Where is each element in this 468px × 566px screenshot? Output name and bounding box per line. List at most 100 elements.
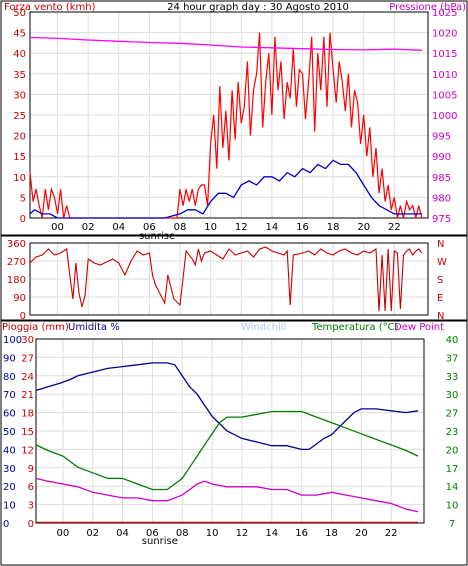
- pressure-y-tick-label: 1010: [432, 70, 457, 81]
- avg_wind-line: [29, 159, 422, 219]
- temperature-y-tick-label: 30: [446, 390, 459, 401]
- rain-y-tick-label: 0: [28, 519, 34, 530]
- temperature-y-ticks: 7 10 14 17 20 23 27 30 33 37 40: [446, 335, 459, 530]
- pressure-line: [29, 36, 422, 51]
- wind-x-tick-label: 04: [112, 222, 125, 233]
- wind-y-tick-label: 10: [13, 173, 26, 184]
- direction-panel-frame: [0, 235, 468, 321]
- humidity-x-tick-label: 06: [146, 528, 159, 539]
- gust-line: [29, 32, 423, 219]
- humidity-y-tick-label: 0: [3, 519, 9, 530]
- humidity-panel-grid: [36, 338, 424, 524]
- pressure-y-tick-label: 980: [432, 193, 451, 204]
- pressure-y-tick-label: 990: [432, 152, 451, 163]
- humidity-y-tick-label: 80: [3, 372, 16, 383]
- humidity-y-tick-label: 20: [3, 482, 16, 493]
- temperature-y-tick-label: 10: [446, 501, 459, 512]
- direction-series: [29, 246, 423, 312]
- humidity-x-ticks: 00 02 04 06 08 10 12 14 16 18 20 22: [56, 528, 397, 539]
- humidity-y-tick-label: 100: [3, 335, 22, 346]
- compass-label: N: [437, 311, 444, 322]
- humidity-x-tick-label: 12: [236, 528, 249, 539]
- wind-y-tick-label: 45: [13, 29, 26, 40]
- wind-y-tick-label: 40: [13, 49, 26, 60]
- wind-axis-label: Forza vento (kmh): [4, 2, 96, 13]
- rain-y-tick-label: 6: [28, 482, 34, 493]
- wind-y-tick-label: 50: [13, 8, 26, 19]
- direction-panel-grid: [30, 242, 428, 316]
- wind-y-ticks: 0 5 10 15 20 25 30 35 40 45 50: [13, 8, 26, 225]
- wind-x-tick-label: 08: [174, 222, 187, 233]
- temperature-line: [35, 410, 419, 491]
- pressure-y-tick-label: 1020: [432, 29, 457, 40]
- temperature-y-tick-label: 33: [446, 372, 459, 383]
- pressure-y-tick-label: 975: [432, 214, 451, 225]
- rain-y-tick-label: 27: [21, 353, 34, 364]
- humidity-y-tick-label: 90: [3, 353, 16, 364]
- humidity-temp-panel-frame: [0, 320, 468, 566]
- compass-label: N: [437, 239, 444, 250]
- humidity-x-tick-label: 10: [206, 528, 219, 539]
- temperature-y-tick-label: 7: [449, 519, 455, 530]
- temperature-y-tick-label: 37: [446, 353, 459, 364]
- rain-y-tick-label: 3: [28, 501, 34, 512]
- wind-x-tick-label: 02: [82, 222, 95, 233]
- direction-y-tick-label: 90: [13, 293, 26, 304]
- wind-panel-grid: [30, 11, 428, 219]
- humidity-y-tick-label: 40: [3, 445, 16, 456]
- rain-y-tick-label: 15: [21, 427, 34, 438]
- compass-label: S: [437, 275, 443, 286]
- wind-direction-line: [29, 246, 423, 312]
- rain-y-tick-label: 9: [28, 464, 34, 475]
- humidity-x-tick-label: 18: [325, 528, 338, 539]
- temperature-y-tick-label: 27: [446, 409, 459, 420]
- rain-y-tick-label: 18: [21, 409, 34, 420]
- pressure-y-tick-label: 995: [432, 132, 451, 143]
- humidity-x-tick-label: 04: [116, 528, 129, 539]
- temperature-y-tick-label: 20: [446, 445, 459, 456]
- wind-y-tick-label: 30: [13, 90, 26, 101]
- pressure-y-tick-label: 1015: [432, 49, 457, 60]
- pressure-y-tick-label: 1000: [432, 111, 457, 122]
- wind-series: [29, 32, 423, 219]
- wind-y-tick-label: 25: [13, 111, 26, 122]
- humidity-y-tick-label: 60: [3, 409, 16, 420]
- humidity-y-ticks: 0 10 20 30 40 50 60 70 80 90 100: [3, 335, 22, 530]
- pressure-y-tick-label: 1025: [432, 8, 457, 19]
- humidity-line: [35, 362, 419, 451]
- direction-y-ticks: 0 90 180 270 360: [7, 239, 26, 322]
- wind-y-tick-label: 20: [13, 132, 26, 143]
- sunrise-label-bottom: sunrise: [142, 536, 178, 547]
- wind-x-tick-label: 12: [235, 222, 248, 233]
- wind-x-tick-label: 00: [51, 222, 64, 233]
- pressure-y-ticks: 975 980 985 990 995 1000 1005 1010 1015 1020 1025: [432, 8, 457, 225]
- rain-y-tick-label: 30: [21, 335, 34, 346]
- rain-y-tick-label: 12: [21, 445, 34, 456]
- compass-label: E: [437, 293, 443, 304]
- compass-label: W: [437, 257, 447, 268]
- wind-x-tick-label: 10: [204, 222, 217, 233]
- legend-rain: Pioggia (mm): [2, 322, 69, 333]
- direction-y-tick-label: 270: [7, 257, 26, 268]
- temperature-y-tick-label: 23: [446, 427, 459, 438]
- direction-y-tick-label: 360: [7, 239, 26, 250]
- pressure-y-tick-label: 985: [432, 173, 451, 184]
- wind-x-tick-label: 18: [327, 222, 340, 233]
- wind-y-tick-label: 15: [13, 152, 26, 163]
- humidity-x-tick-label: 00: [56, 528, 69, 539]
- legend-humidity: Umidita %: [68, 322, 120, 333]
- humidity-y-tick-label: 70: [3, 390, 16, 401]
- legend-dew-point: Dew Point: [394, 322, 444, 333]
- humidity-y-tick-label: 30: [3, 464, 16, 475]
- direction-plot-area: [29, 242, 429, 316]
- humidity-x-tick-label: 14: [265, 528, 278, 539]
- humidity-x-tick-label: 22: [385, 528, 398, 539]
- wind-panel-frame: [0, 0, 468, 236]
- wind-x-tick-label: 06: [143, 222, 156, 233]
- direction-y-tick-label: 0: [20, 311, 26, 322]
- wind-x-ticks: 00 02 04 06 08 10 12 14 16 18 20 22: [51, 222, 401, 233]
- graph-title: 24 hour graph day : 30 Agosto 2010: [167, 2, 349, 13]
